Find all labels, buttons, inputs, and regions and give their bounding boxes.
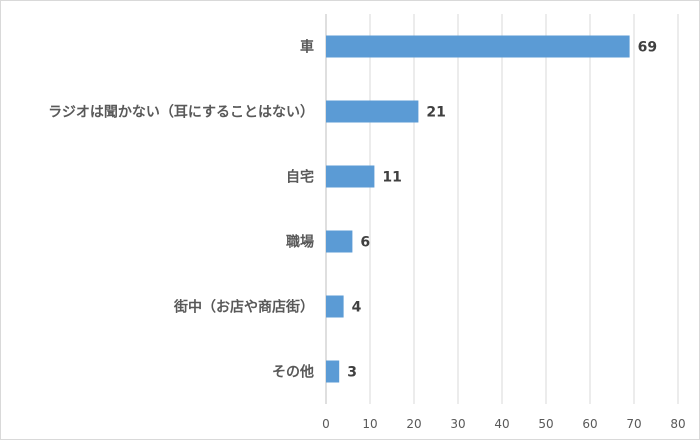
bars: [326, 35, 630, 383]
x-tick-label: 10: [362, 417, 377, 431]
category-label: 車: [300, 39, 314, 56]
x-tick-label: 0: [322, 417, 330, 431]
bar-0: [326, 35, 630, 58]
data-label: 21: [426, 105, 445, 121]
bar-1: [326, 100, 419, 123]
data-labels: 69 21 11 6 4 3: [347, 40, 657, 381]
x-tick-label: 20: [406, 417, 421, 431]
data-label: 6: [360, 235, 370, 251]
data-label: 3: [347, 365, 357, 381]
x-tick-label: 60: [582, 417, 597, 431]
bar-4: [326, 295, 344, 318]
data-label: 4: [352, 300, 362, 316]
x-axis-ticks: 0 10 20 30 40 50 60 70 80: [322, 417, 685, 431]
gridlines: [325, 14, 679, 404]
x-tick-label: 50: [538, 417, 553, 431]
x-tick-label: 70: [626, 417, 641, 431]
bar-5: [326, 360, 340, 383]
x-tick-label: 40: [494, 417, 509, 431]
category-label: 街中（お店や商店街）: [173, 299, 314, 316]
x-tick-label: 80: [670, 417, 685, 431]
data-label: 11: [382, 170, 401, 186]
bar-2: [326, 165, 375, 188]
category-label: ラジオは聞かない（耳にすることはない）: [48, 105, 314, 121]
category-label: その他: [272, 364, 314, 381]
category-label: 自宅: [286, 169, 314, 186]
data-label: 69: [638, 40, 657, 56]
bar-3: [326, 230, 353, 253]
x-tick-label: 30: [450, 417, 465, 431]
category-label: 職場: [286, 234, 314, 251]
